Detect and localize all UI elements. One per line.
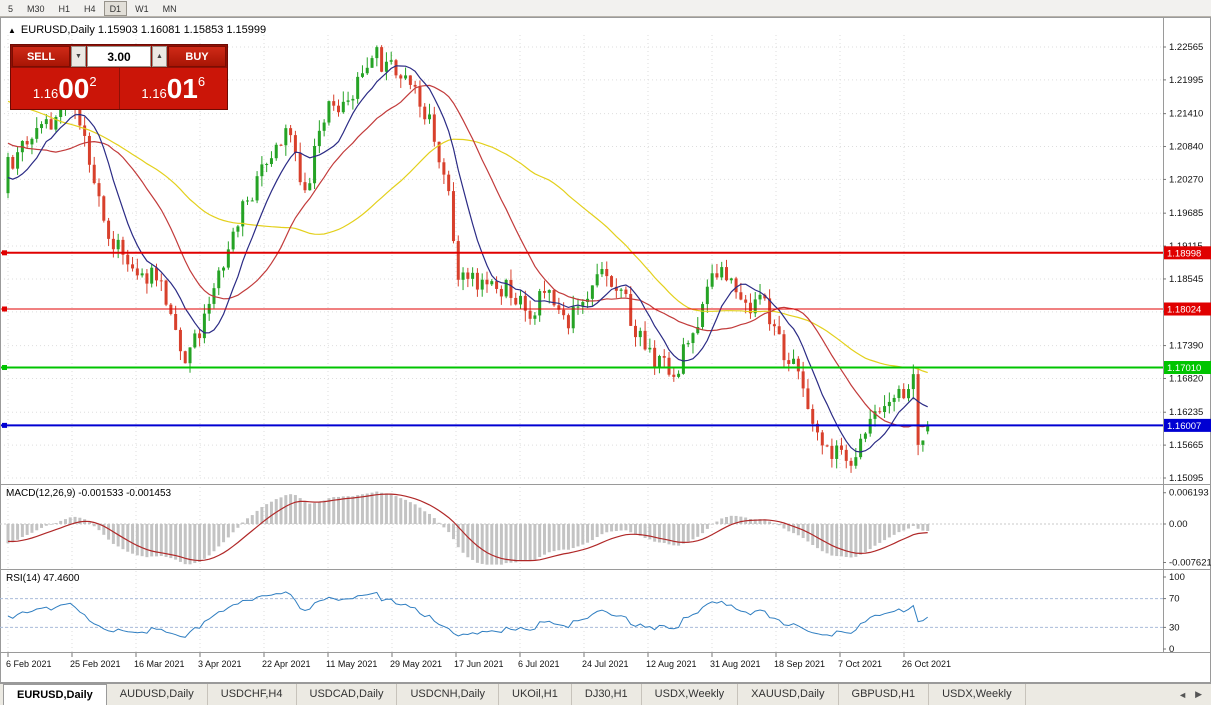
svg-text:1.16235: 1.16235 — [1169, 407, 1203, 418]
svg-text:1.15665: 1.15665 — [1169, 440, 1203, 451]
svg-text:12 Aug 2021: 12 Aug 2021 — [646, 659, 697, 669]
timeframe-button-w1[interactable]: W1 — [135, 3, 149, 14]
svg-text:22 Apr 2021: 22 Apr 2021 — [262, 659, 311, 669]
chart-tab-usdcnh-daily[interactable]: USDCNH,Daily — [397, 684, 500, 705]
chart-tab-audusd-daily[interactable]: AUDUSD,Daily — [107, 684, 208, 705]
tab-scroll-right-icon[interactable]: ▶ — [1195, 689, 1202, 699]
chart-tab-usdx-weekly[interactable]: USDX,Weekly — [929, 684, 1026, 705]
timeframe-button-5[interactable]: 5 — [8, 3, 14, 14]
chart-tab-xauusd-daily[interactable]: XAUUSD,Daily — [738, 684, 839, 705]
ask-pips: 01 — [166, 72, 198, 104]
svg-text:16 Mar 2021: 16 Mar 2021 — [134, 659, 185, 669]
svg-text:3 Apr 2021: 3 Apr 2021 — [198, 659, 242, 669]
chart-tab-gbpusd-h1[interactable]: GBPUSD,H1 — [839, 684, 930, 705]
svg-text:1.15095: 1.15095 — [1169, 473, 1203, 484]
ask-handle: 1.16 — [141, 85, 167, 101]
svg-text:17 Jun 2021: 17 Jun 2021 — [454, 659, 504, 669]
svg-text:0.00: 0.00 — [1169, 519, 1188, 530]
chart-tab-eurusd-daily[interactable]: EURUSD,Daily — [3, 684, 107, 705]
svg-text:1.22565: 1.22565 — [1169, 42, 1203, 53]
svg-text:1.17010: 1.17010 — [1167, 363, 1201, 374]
chart-tab-usdcad-daily[interactable]: USDCAD,Daily — [297, 684, 398, 705]
chart-window: 1.22565 1.21995 1.21410 1.20840 1.20270 1.196… — [0, 17, 1211, 683]
bid-point: 2 — [89, 73, 97, 89]
trade-prices-row: 1.16 00 2 1.16 01 6 — [11, 68, 227, 109]
timeframe-button-h1[interactable]: H1 — [58, 3, 71, 14]
timeframe-toolbar: 5 M30 H1 H4 D1 W1 MN — [0, 0, 1211, 17]
tab-scroll-left-icon[interactable]: ◄ — [1178, 689, 1188, 700]
chart-svg[interactable]: 1.22565 1.21995 1.21410 1.20840 1.20270 1.196… — [0, 17, 1211, 683]
svg-text:25 Feb 2021: 25 Feb 2021 — [70, 659, 121, 669]
svg-text:11 May 2021: 11 May 2021 — [326, 659, 377, 669]
buy-button[interactable]: BUY — [168, 46, 226, 67]
svg-text:24 Jul 2021: 24 Jul 2021 — [582, 659, 629, 669]
sell-button[interactable]: SELL — [12, 46, 70, 67]
bid-price[interactable]: 1.16 00 2 — [11, 68, 119, 109]
svg-text:70: 70 — [1169, 594, 1180, 605]
svg-text:0: 0 — [1169, 644, 1174, 655]
ask-point: 6 — [197, 73, 206, 89]
timeframe-button-h4[interactable]: H4 — [84, 3, 96, 14]
svg-text:6 Jul 2021: 6 Jul 2021 — [518, 659, 560, 669]
ask-price[interactable]: 1.16 01 6 — [118, 68, 228, 109]
svg-text:-0.007621: -0.007621 — [1169, 557, 1211, 568]
svg-text:1.18998: 1.18998 — [1167, 248, 1201, 259]
svg-text:26 Oct 2021: 26 Oct 2021 — [902, 659, 951, 669]
svg-text:1.19685: 1.19685 — [1169, 208, 1203, 219]
chart-tabs-bar: EURUSD,Daily AUDUSD,Daily USDCHF,H4 USDCAD,… — [0, 683, 1211, 705]
timeframe-button-mn[interactable]: MN — [162, 3, 177, 14]
svg-text:1.18024: 1.18024 — [1167, 305, 1201, 316]
lot-size-input[interactable] — [87, 46, 151, 67]
svg-text:1.16820: 1.16820 — [1169, 373, 1203, 384]
svg-text:6 Feb 2021: 6 Feb 2021 — [6, 659, 52, 669]
svg-text:1.21995: 1.21995 — [1169, 75, 1203, 86]
svg-text:1.20840: 1.20840 — [1169, 142, 1203, 153]
lot-decrease-button[interactable]: ▼ — [71, 46, 86, 67]
svg-text:1.20270: 1.20270 — [1169, 174, 1203, 185]
chart-tab-usdchf-h4[interactable]: USDCHF,H4 — [208, 684, 297, 705]
lot-increase-button[interactable]: ▲ — [152, 46, 167, 67]
chart-tab-usdx-weekly[interactable]: USDX,Weekly — [642, 684, 739, 705]
svg-text:0.006193: 0.006193 — [1169, 488, 1209, 499]
bid-handle: 1.16 — [32, 85, 59, 101]
chart-tab-dj30-h1[interactable]: DJ30,H1 — [572, 684, 642, 705]
svg-text:31 Aug 2021: 31 Aug 2021 — [710, 659, 761, 669]
svg-text:18 Sep 2021: 18 Sep 2021 — [774, 659, 825, 669]
svg-text:7 Oct 2021: 7 Oct 2021 — [838, 659, 882, 669]
svg-text:100: 100 — [1169, 572, 1185, 583]
timeframe-button-d1[interactable]: D1 — [103, 0, 128, 16]
svg-text:29 May 2021: 29 May 2021 — [390, 659, 442, 669]
trade-controls-row: SELL ▼ ▲ BUY — [11, 45, 227, 68]
svg-text:1.17390: 1.17390 — [1169, 341, 1203, 352]
svg-text:30: 30 — [1169, 622, 1180, 633]
tab-scroll-arrows: ◄ ▶ — [1169, 684, 1211, 705]
svg-text:1.21410: 1.21410 — [1169, 109, 1203, 120]
timeframe-button-m30[interactable]: M30 — [27, 3, 45, 14]
chart-tab-ukoil-h1[interactable]: UKOil,H1 — [499, 684, 572, 705]
bid-pips: 00 — [58, 72, 90, 104]
svg-text:1.18545: 1.18545 — [1169, 274, 1203, 285]
svg-text:1.16007: 1.16007 — [1167, 421, 1201, 432]
chart-tabs: EURUSD,Daily AUDUSD,Daily USDCHF,H4 USDCAD,… — [0, 684, 1026, 705]
